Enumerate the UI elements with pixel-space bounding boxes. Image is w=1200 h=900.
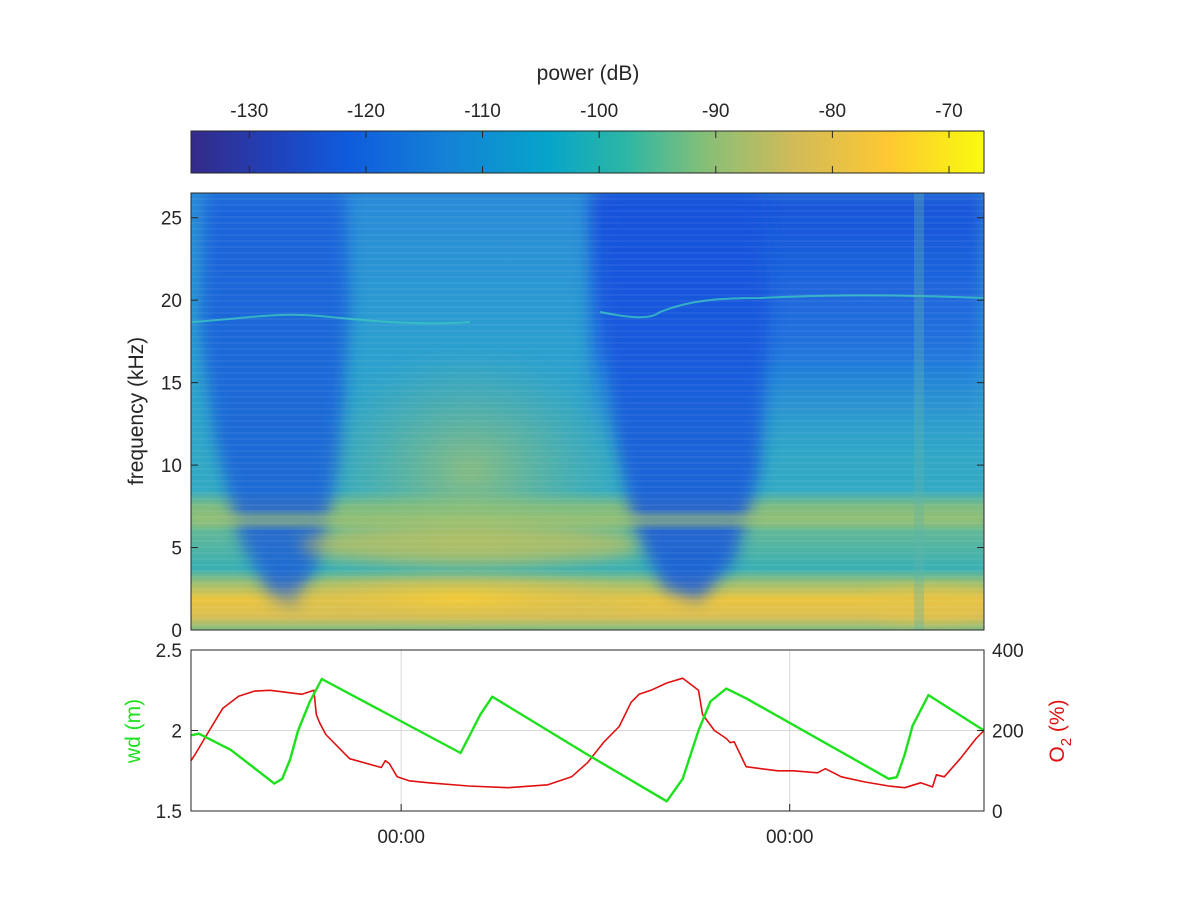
- heatmap-frame: [190, 192, 985, 631]
- colorbar-tick-label: -130: [230, 101, 268, 122]
- colorbar-ticks: -130 -120 -110 -100 -90 -80 -70: [230, 101, 963, 173]
- left-tick-label: 2.5: [156, 641, 182, 662]
- o2-label-main: O: [1046, 746, 1069, 762]
- x-axis-ticks: 00:00 00:00: [377, 804, 813, 848]
- heatmap-y-tick-label: 0: [171, 621, 182, 642]
- o2-label-sub: 2: [1058, 738, 1075, 746]
- heatmap-y-tick-label: 20: [161, 291, 182, 312]
- heatmap-texture: [191, 193, 984, 630]
- colorbar: power (dB) -130 -120 -110 -100 -90 -80 -70: [190, 62, 985, 174]
- right-tick-label: 200: [992, 722, 1024, 743]
- o2-label-tail: (%): [1046, 699, 1069, 738]
- heatmap-y-tick-label: 25: [161, 209, 182, 230]
- colorbar-tick-label: -90: [702, 101, 729, 122]
- colorbar-tick-label: -70: [935, 101, 962, 122]
- heatmap-y-tick-label: 15: [161, 374, 182, 395]
- right-tick-label: 0: [992, 802, 1003, 823]
- o2-series-line: [191, 677, 984, 789]
- colorbar-tick-label: -100: [580, 101, 618, 122]
- heatmap-y-ticks: 0 5 10 15 20 25: [161, 209, 984, 642]
- right-tick-label: 400: [992, 641, 1024, 662]
- left-tick-label: 1.5: [156, 802, 182, 823]
- colorbar-gradient: [190, 130, 985, 174]
- heatmap-y-tick-label: 10: [161, 456, 182, 477]
- colorbar-tick-label: -120: [347, 101, 385, 122]
- wd-axis-label: wd (m): [122, 699, 145, 764]
- right-axis-ticks: 0 200 400: [977, 641, 1024, 823]
- x-tick-label: 00:00: [766, 827, 814, 848]
- o2-axis-label: O2 (%): [1046, 699, 1075, 762]
- x-tick-label: 00:00: [377, 827, 425, 848]
- left-tick-label: 2: [171, 722, 182, 743]
- line-plot-grid: [191, 649, 984, 812]
- colorbar-tick-label: -110: [464, 101, 501, 122]
- colorbar-tick-label: -80: [819, 101, 846, 122]
- heatmap-y-axis-label: frequency (kHz): [125, 337, 148, 485]
- left-axis-ticks: 1.5 2 2.5: [156, 641, 198, 823]
- heatmap-vertical-streak: [914, 193, 924, 630]
- colorbar-title: power (dB): [537, 62, 640, 85]
- wd-series-line: [191, 677, 984, 803]
- spectrogram-heatmap: 0 5 10 15 20 25 frequency (kHz): [125, 192, 985, 642]
- heatmap-y-tick-label: 5: [171, 539, 182, 560]
